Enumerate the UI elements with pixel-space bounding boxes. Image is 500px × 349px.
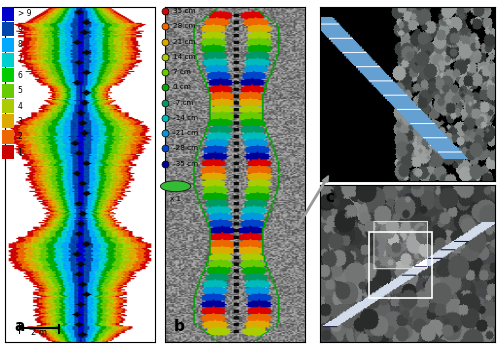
Text: -35 cm: -35 cm (174, 161, 199, 166)
Text: -21 cm: -21 cm (174, 130, 199, 136)
Text: 6: 6 (18, 71, 22, 80)
Text: 4: 4 (18, 102, 22, 111)
Text: 1: 1 (18, 148, 22, 157)
Text: 7: 7 (18, 55, 22, 65)
Text: c: c (325, 190, 334, 205)
Text: -7 cm: -7 cm (174, 99, 194, 106)
Text: 21 cm: 21 cm (174, 39, 196, 45)
Bar (2, 53, 14, 67)
Text: 2 m: 2 m (31, 328, 47, 337)
Text: -28 cm: -28 cm (174, 146, 199, 151)
Text: 14 cm: 14 cm (174, 54, 196, 60)
Text: 7 cm: 7 cm (174, 69, 192, 75)
Text: a: a (14, 319, 24, 334)
Text: -14 cm: -14 cm (174, 115, 199, 121)
Bar (2, 7, 14, 21)
Bar (2, 84, 14, 98)
Text: 5: 5 (18, 86, 22, 95)
Bar (369, 232, 432, 298)
Bar (2, 68, 14, 82)
Bar (2, 99, 14, 113)
Bar (2, 38, 14, 52)
Text: 2: 2 (18, 132, 22, 141)
Text: 28 cm: 28 cm (174, 23, 196, 29)
Text: 0 cm: 0 cm (174, 84, 192, 90)
Ellipse shape (160, 181, 191, 192)
Text: > 9: > 9 (18, 9, 31, 18)
Text: 3: 3 (18, 117, 22, 126)
Bar (2, 145, 14, 159)
Text: 35 cm: 35 cm (174, 8, 196, 14)
Bar (2, 130, 14, 144)
Text: x 1: x 1 (170, 196, 181, 202)
Bar (2, 22, 14, 36)
Text: b: b (174, 319, 184, 334)
Bar (2, 114, 14, 128)
Text: 9: 9 (18, 25, 22, 34)
Text: 8: 8 (18, 40, 22, 49)
